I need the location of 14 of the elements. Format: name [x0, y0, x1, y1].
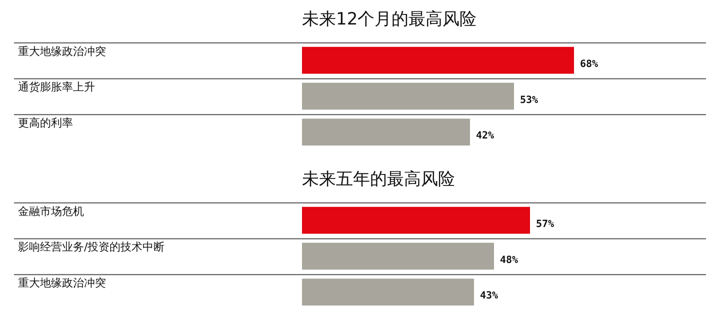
category-label: 通货膨胀率上升	[18, 80, 95, 94]
data-label: 53%	[520, 94, 538, 106]
data-label: 42%	[476, 130, 494, 142]
category-label: 重大地缘政治冲突	[18, 44, 106, 58]
category-label: 影响经营业务/投资的技术中断	[18, 240, 165, 254]
data-label: 68%	[580, 58, 598, 70]
category-label: 金融市场危机	[18, 204, 84, 218]
chart-title: 未来五年的最高风险	[302, 170, 455, 190]
data-label: 43%	[480, 290, 498, 302]
data-label: 57%	[536, 218, 554, 230]
data-label: 48%	[500, 254, 518, 266]
category-label: 重大地缘政治冲突	[18, 276, 106, 290]
category-label: 更高的利率	[18, 116, 73, 130]
chart-title: 未来12个月的最高风险	[302, 10, 477, 30]
